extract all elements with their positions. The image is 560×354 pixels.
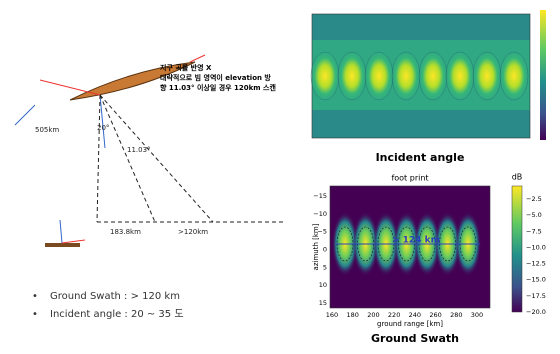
y-label: azimuth [km] xyxy=(312,223,320,270)
top-heatmap xyxy=(310,10,546,140)
bullet-text: Ground Swath : > 120 km xyxy=(50,291,180,302)
colorbar-tick-label: −20.0 xyxy=(526,308,546,316)
y-tick-label: −15 xyxy=(313,192,327,200)
y-tick-label: −5 xyxy=(317,228,327,236)
annotation: > 124 km xyxy=(392,236,440,246)
y-tick-label: 10 xyxy=(319,281,327,289)
label: 183.8km xyxy=(110,228,141,236)
antenna xyxy=(14,54,206,149)
colorbar-tick-label: −12.5 xyxy=(526,260,546,268)
plot-title: foot print xyxy=(391,174,428,183)
label: 505km xyxy=(35,126,59,134)
x-tick-label: 300 xyxy=(471,311,483,319)
colorbar-tick-label: −7.5 xyxy=(526,227,542,235)
small-satellite xyxy=(45,219,86,247)
y-tick-label: 15 xyxy=(319,299,327,307)
beam-blob xyxy=(337,51,367,101)
beam-blob xyxy=(472,51,502,101)
frame xyxy=(329,185,491,309)
x-tick-label: 280 xyxy=(450,311,462,319)
beam-blob xyxy=(418,51,448,101)
colorbar-label: dB xyxy=(512,173,523,182)
bottom-heatmap xyxy=(329,185,523,313)
colorbar-tick-label: −5.0 xyxy=(526,211,542,219)
label: 20° xyxy=(97,124,109,132)
x-label: ground range [km] xyxy=(377,320,443,328)
x-tick-label: 220 xyxy=(388,311,400,319)
y-tick-label: 0 xyxy=(323,246,327,254)
bullet: • xyxy=(32,291,38,302)
x-tick-label: 260 xyxy=(429,311,441,319)
caption: Ground Swath xyxy=(371,332,459,345)
beam-blob xyxy=(445,51,475,101)
label: 11.03° xyxy=(127,146,151,154)
beam-blob xyxy=(499,51,529,101)
colorbar-tick-label: −2.5 xyxy=(526,195,542,203)
note-line: 대략적으로 빔 영역이 elevation 방 xyxy=(160,73,271,82)
beam-blob xyxy=(391,51,421,101)
colorbar-tick-label: −17.5 xyxy=(526,292,546,300)
x-tick-label: 240 xyxy=(409,311,421,319)
label: >120km xyxy=(178,228,208,236)
x-tick-label: 180 xyxy=(347,311,359,319)
note: 지구 곡률 반영 X 대략적으로 빔 영역이 elevation 방 향 11.… xyxy=(160,63,276,92)
colorbar-tick-label: −10.0 xyxy=(526,243,546,251)
note-line: 향 11.03° 이상일 경우 120km 스캔 xyxy=(160,83,276,92)
y-tick-label: 5 xyxy=(323,263,327,271)
x-tick-label: 200 xyxy=(367,311,379,319)
beam-blob xyxy=(364,51,394,101)
bullet-text: Incident angle : 20 ~ 35 도 xyxy=(50,309,184,320)
x-tick-label: 160 xyxy=(326,311,338,319)
note-line: 지구 곡률 반영 X xyxy=(160,63,212,72)
y-tick-label: −10 xyxy=(313,210,327,218)
geometry-lines xyxy=(96,94,285,223)
bullets: • Ground Swath : > 120 km • Incident angle… xyxy=(32,291,184,320)
beam-blob xyxy=(310,51,340,101)
bullet: • xyxy=(32,309,38,320)
colorbar-tick-label: −15.0 xyxy=(526,276,546,284)
caption: Incident angle xyxy=(376,151,465,164)
